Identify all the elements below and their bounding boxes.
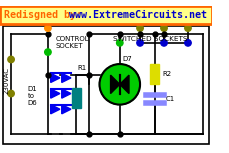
Bar (3, 26, 208, 144)
Polygon shape (50, 105, 60, 114)
Bar (150, 64, 159, 84)
Bar (71, 88, 81, 108)
Polygon shape (110, 75, 119, 93)
Circle shape (116, 40, 123, 46)
Polygon shape (50, 89, 60, 98)
Circle shape (99, 64, 139, 105)
Text: D1
to
D6: D1 to D6 (27, 86, 37, 106)
Text: www.ExtremeCircuits.net: www.ExtremeCircuits.net (69, 10, 206, 20)
Polygon shape (61, 105, 71, 114)
Circle shape (136, 25, 143, 31)
Circle shape (184, 40, 190, 46)
Bar (3, 26, 208, 144)
Text: R1: R1 (77, 65, 86, 71)
Circle shape (8, 56, 14, 63)
Circle shape (44, 49, 51, 55)
Text: SWITCHED SOCKETS: SWITCHED SOCKETS (112, 36, 187, 42)
Text: D7: D7 (122, 56, 132, 62)
Circle shape (160, 40, 166, 46)
Text: R2: R2 (161, 71, 171, 77)
Text: C1: C1 (165, 96, 174, 102)
Text: Redisgned by:: Redisgned by: (4, 10, 87, 20)
Bar (0, 6, 211, 24)
Text: 230VAC: 230VAC (3, 67, 9, 94)
Circle shape (44, 25, 51, 31)
Polygon shape (119, 75, 128, 93)
Polygon shape (61, 73, 71, 82)
Text: CONTROL
SOCKET: CONTROL SOCKET (55, 36, 89, 49)
Polygon shape (61, 89, 71, 98)
Circle shape (160, 25, 166, 31)
Bar (0, 6, 211, 24)
Polygon shape (50, 73, 60, 82)
Circle shape (8, 90, 14, 97)
Circle shape (184, 25, 190, 31)
Circle shape (136, 40, 143, 46)
